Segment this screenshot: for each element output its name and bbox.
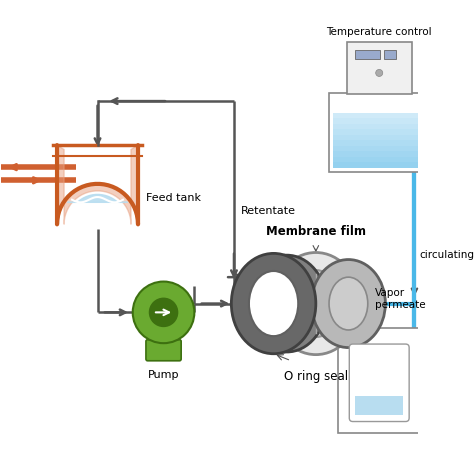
FancyBboxPatch shape bbox=[329, 93, 429, 172]
Text: circulating: circulating bbox=[419, 250, 474, 260]
Ellipse shape bbox=[290, 270, 342, 337]
Ellipse shape bbox=[329, 277, 368, 330]
FancyBboxPatch shape bbox=[346, 42, 412, 94]
Ellipse shape bbox=[231, 254, 316, 354]
Polygon shape bbox=[57, 145, 138, 224]
Text: Retentate: Retentate bbox=[241, 206, 296, 216]
Text: Temperature control: Temperature control bbox=[327, 27, 432, 37]
Bar bbox=[333, 129, 425, 135]
Bar bbox=[356, 50, 380, 59]
Bar bbox=[333, 112, 425, 118]
Bar bbox=[333, 112, 425, 168]
FancyBboxPatch shape bbox=[146, 340, 181, 361]
Bar bbox=[383, 50, 396, 59]
Circle shape bbox=[149, 298, 178, 327]
Text: Vapor
permeate: Vapor permeate bbox=[375, 288, 426, 310]
Text: Membrane film: Membrane film bbox=[266, 225, 366, 237]
Bar bbox=[333, 151, 425, 157]
Bar bbox=[333, 124, 425, 129]
FancyBboxPatch shape bbox=[338, 328, 420, 433]
Bar bbox=[333, 118, 425, 124]
Ellipse shape bbox=[272, 253, 360, 355]
Text: O ring seal: O ring seal bbox=[284, 370, 348, 383]
Text: Pump: Pump bbox=[148, 370, 179, 380]
Polygon shape bbox=[68, 194, 128, 202]
Bar bbox=[333, 146, 425, 151]
Ellipse shape bbox=[311, 260, 385, 347]
Bar bbox=[333, 140, 425, 146]
Bar bbox=[333, 163, 425, 168]
Ellipse shape bbox=[249, 271, 298, 336]
FancyBboxPatch shape bbox=[349, 344, 409, 421]
Circle shape bbox=[376, 69, 383, 76]
Ellipse shape bbox=[265, 273, 309, 334]
Circle shape bbox=[133, 282, 194, 343]
Bar bbox=[333, 135, 425, 140]
Ellipse shape bbox=[247, 255, 327, 352]
Text: Feed tank: Feed tank bbox=[146, 193, 201, 203]
Bar bbox=[333, 157, 425, 163]
Bar bbox=[356, 396, 403, 415]
